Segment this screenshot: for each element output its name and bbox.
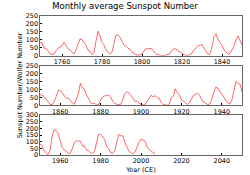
svg-text:2020: 2020 — [173, 157, 190, 165]
svg-text:200: 200 — [26, 70, 38, 78]
svg-text:1940: 1940 — [214, 108, 231, 116]
svg-text:1820: 1820 — [174, 58, 191, 66]
svg-text:250: 250 — [26, 12, 38, 20]
svg-text:250: 250 — [26, 62, 38, 70]
svg-text:150: 150 — [26, 78, 38, 86]
svg-text:150: 150 — [26, 131, 38, 139]
svg-text:100: 100 — [26, 36, 38, 44]
svg-text:Monthly average Sunspot Number: Monthly average Sunspot Number — [52, 1, 198, 11]
svg-text:150: 150 — [26, 28, 38, 36]
svg-text:1960: 1960 — [52, 157, 69, 165]
svg-text:1780: 1780 — [94, 58, 111, 66]
svg-text:50: 50 — [30, 145, 38, 153]
svg-text:100: 100 — [26, 138, 38, 146]
svg-text:1900: 1900 — [133, 108, 150, 116]
svg-text:1800: 1800 — [134, 58, 151, 66]
svg-text:300: 300 — [26, 111, 38, 119]
svg-text:250: 250 — [26, 118, 38, 126]
svg-text:50: 50 — [30, 44, 38, 52]
svg-text:2040: 2040 — [214, 157, 231, 165]
svg-text:200: 200 — [26, 20, 38, 28]
svg-text:0: 0 — [34, 52, 38, 60]
svg-text:1920: 1920 — [173, 108, 190, 116]
svg-text:0: 0 — [34, 151, 38, 159]
svg-text:1840: 1840 — [214, 58, 231, 66]
svg-text:50: 50 — [30, 94, 38, 102]
svg-text:Sunspot Number/Wolfer Number: Sunspot Number/Wolfer Number — [16, 32, 24, 138]
svg-text:Year (CE): Year (CE) — [125, 166, 156, 174]
svg-text:1880: 1880 — [92, 108, 109, 116]
svg-text:1980: 1980 — [92, 157, 109, 165]
svg-text:1860: 1860 — [52, 108, 69, 116]
svg-text:2000: 2000 — [133, 157, 150, 165]
svg-text:100: 100 — [26, 86, 38, 94]
svg-text:1760: 1760 — [54, 58, 71, 66]
svg-text:200: 200 — [26, 125, 38, 133]
svg-text:0: 0 — [34, 102, 38, 110]
